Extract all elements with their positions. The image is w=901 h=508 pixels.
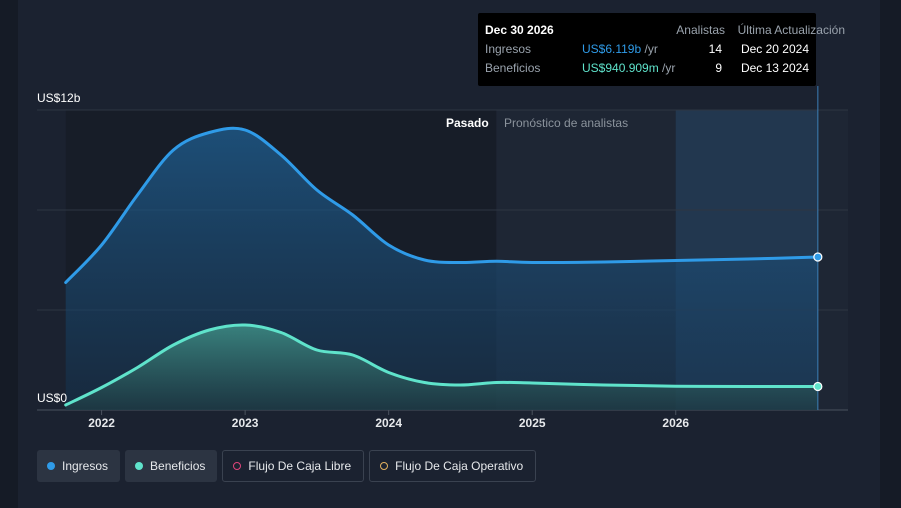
x-tick-label-2022: 2022 bbox=[88, 416, 115, 430]
tooltip-date: Dec 30 2026 bbox=[485, 23, 554, 37]
legend-item-beneficios[interactable]: Beneficios bbox=[125, 450, 218, 482]
marker-ingresos bbox=[813, 252, 823, 262]
tooltip-unit-ingresos: /yr bbox=[641, 42, 658, 56]
tooltip-col-updated: Última Actualización bbox=[737, 23, 845, 37]
legend-label-ingresos: Ingresos bbox=[62, 459, 109, 473]
x-tick-label-2024: 2024 bbox=[375, 416, 403, 430]
line-beneficios bbox=[64, 323, 820, 407]
x-tick-label-2025: 2025 bbox=[518, 416, 546, 430]
legend-item-ingresos[interactable]: Ingresos bbox=[37, 450, 121, 482]
legend-dot-flujo-operativo bbox=[380, 462, 389, 470]
legend: Ingresos Beneficios Flujo De Caja Libre … bbox=[37, 450, 537, 482]
forecast-label: Pronóstico de analistas bbox=[504, 116, 629, 130]
tooltip-analysts-ingresos: 14 bbox=[708, 42, 722, 56]
tooltip-updated-ingresos: Dec 20 2024 bbox=[740, 42, 809, 56]
legend-label-flujo-operativo: Flujo De Caja Operativo bbox=[395, 459, 524, 473]
legend-dot-flujo-libre bbox=[233, 462, 242, 470]
x-tick-label-2023: 2023 bbox=[231, 416, 259, 430]
tooltip-updated-beneficios: Dec 13 2024 bbox=[740, 61, 809, 75]
past-label: Pasado bbox=[446, 116, 489, 130]
tooltip: Dec 30 2026 Analistas Última Actualizaci… bbox=[478, 13, 845, 86]
y-tick-top: US$12b bbox=[37, 91, 81, 105]
tooltip-unit-beneficios: /yr bbox=[658, 61, 676, 75]
tooltip-col-analysts: Analistas bbox=[676, 23, 725, 37]
area-beneficios bbox=[65, 324, 818, 410]
legend-dot-ingresos bbox=[47, 462, 55, 470]
legend-label-beneficios: Beneficios bbox=[150, 459, 206, 473]
tooltip-label-beneficios: Beneficios bbox=[485, 61, 541, 75]
legend-dot-beneficios bbox=[135, 462, 144, 470]
tooltip-value-ingresos: US$6.119b bbox=[582, 42, 642, 56]
tooltip-label-ingresos: Ingresos bbox=[485, 42, 532, 56]
legend-item-flujo-operativo[interactable]: Flujo De Caja Operativo bbox=[369, 450, 537, 482]
legend-item-flujo-libre[interactable]: Flujo De Caja Libre bbox=[222, 450, 365, 482]
marker-beneficios bbox=[813, 381, 823, 392]
x-tick-label-2026: 2026 bbox=[662, 416, 690, 430]
y-tick-bottom: US$0 bbox=[37, 391, 68, 405]
tooltip-analysts-beneficios: 9 bbox=[715, 61, 722, 75]
legend-label-flujo-libre: Flujo De Caja Libre bbox=[248, 459, 352, 473]
tooltip-value-beneficios: US$940.909m bbox=[582, 61, 659, 75]
line-ingresos bbox=[64, 126, 820, 284]
